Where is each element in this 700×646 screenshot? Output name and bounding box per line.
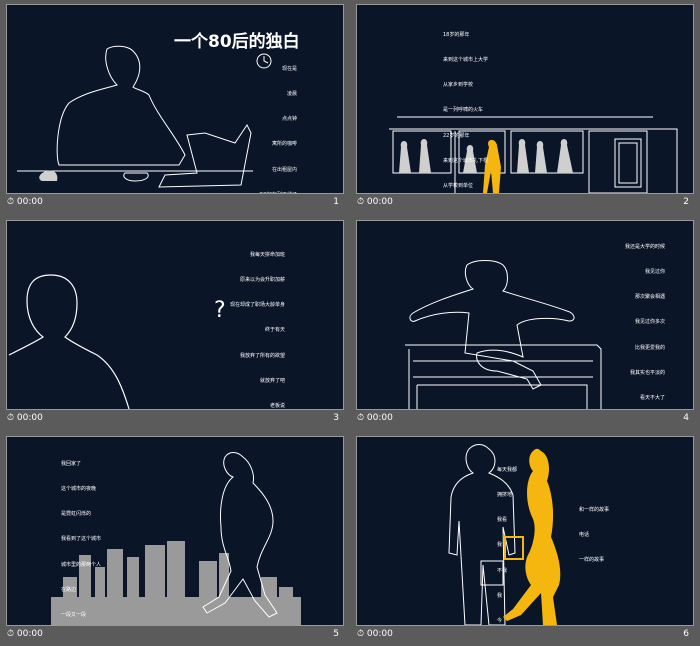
- timing-value: 00:00: [16, 197, 43, 207]
- timing-value: 00:00: [16, 629, 43, 639]
- slide-canvas: 每天我都 拥挤地 我看 我 不我 我 今 终 当 我 我 我 和一样的故事 电话…: [356, 436, 694, 626]
- slide-thumbnail-3[interactable]: ? 我每天拼命加班 原来以为会升职加薪 现在却成了职场大龄单身 终于有天 我放弃…: [6, 220, 344, 428]
- timing-value: 00:00: [366, 629, 393, 639]
- text-line: 一样的故事: [579, 557, 605, 564]
- text-line: 不我: [497, 567, 508, 574]
- couple-illustration: [448, 444, 561, 625]
- text-line: 我见过你: [644, 269, 665, 276]
- subway-illustration: [389, 116, 678, 193]
- text-line: 我: [497, 542, 503, 549]
- slide-text-block: 每天我都 拥挤地 我看 我 不我 我 今 终 当 我 我 我: [497, 449, 517, 625]
- text-line: 在路边: [61, 586, 77, 593]
- timing-label: ⏱ 00:00: [357, 629, 393, 639]
- text-line: 现在却成了职场大龄单身: [229, 302, 285, 309]
- text-line: 我每天拼命加班: [249, 251, 285, 258]
- slide-thumbnail-2[interactable]: 18岁的那年 来到这个城市上大学 从家乡到学校 是一列呼啸的火车 22岁的那年 …: [356, 4, 694, 212]
- slide-canvas: 18岁的那年 来到这个城市上大学 从家乡到学校 是一列呼啸的火车 22岁的那年 …: [356, 4, 694, 194]
- text-line: 电话: [579, 532, 590, 539]
- slide-text-block: 我每天拼命加班 原来以为会升职加薪 现在却成了职场大龄单身 终于有天 我放弃了所…: [203, 234, 285, 409]
- text-line: 看天不大了: [639, 395, 665, 402]
- timing-value: 00:00: [16, 413, 43, 423]
- text-line: 老板说: [269, 403, 285, 409]
- slide-canvas: 一个80后的独白 现在是 凌晨 点点钟 寓所的咖啡 在出租屋内 QQ好友列下线了…: [6, 4, 344, 194]
- text-line: 我看到了这个城市: [61, 536, 102, 543]
- office-illustration: [17, 45, 272, 188]
- slide-text-block: 18岁的那年 来到这个城市上大学 从家乡到学校 是一列呼啸的火车 22岁的那年 …: [443, 14, 503, 193]
- head-silhouette-illustration: ?: [8, 274, 226, 409]
- timing-label: ⏱ 00:00: [357, 197, 393, 207]
- text-line: 从家乡到学校: [443, 82, 474, 89]
- slide-number: 5: [333, 629, 339, 639]
- slide-text-block-right: 和一样的故事 电话 一样的故事 一样手: [579, 489, 609, 625]
- text-line: 那次聚会相遇: [634, 294, 665, 301]
- slide-title: 一个80后的独白: [174, 32, 300, 52]
- text-line: 我其实也平淡的: [629, 369, 665, 376]
- text-line: 一段又一段: [61, 612, 87, 619]
- text-line: 我放弃了所有的欲望: [239, 352, 285, 359]
- text-line: 凌晨: [286, 91, 297, 98]
- text-line: 我见过你多次: [634, 319, 665, 326]
- slide-footer: ⏱ 00:00 1: [7, 195, 343, 211]
- text-line: 终于有天: [264, 327, 285, 334]
- slide-text-block: 现在是 凌晨 点点钟 寓所的咖啡 在出租屋内 QQ好友列下线了 我继续个人奋斗 …: [235, 48, 297, 193]
- bench-illustration: [405, 260, 602, 409]
- slide-canvas: ? 我每天拼命加班 原来以为会升职加薪 现在却成了职场大龄单身 终于有天 我放弃…: [6, 220, 344, 410]
- slide-number: 3: [333, 413, 339, 423]
- slide-footer: ⏱ 00:00 2: [357, 195, 693, 211]
- text-line: 在出租屋内: [271, 166, 297, 173]
- slide-thumbnail-6[interactable]: 每天我都 拥挤地 我看 我 不我 我 今 终 当 我 我 我 和一样的故事 电话…: [356, 436, 694, 644]
- slide-number: 2: [683, 197, 689, 207]
- city-night-illustration: [51, 452, 301, 625]
- text-line: 这个城市的夜晚: [61, 486, 97, 493]
- timing-label: ⏱ 00:00: [7, 197, 43, 207]
- text-line: 原来以为会升职加薪: [239, 277, 285, 284]
- timing-value: 00:00: [366, 197, 393, 207]
- text-line: 来到这个城市扎下根: [443, 157, 489, 164]
- timing-label: ⏱ 00:00: [357, 413, 393, 423]
- slide-thumbnail-5[interactable]: 我回家了 这个城市的夜晚 是霓虹闪烁的 我看到了这个城市 城市里的那两个人 在路…: [6, 436, 344, 644]
- text-line: 今: [497, 618, 503, 625]
- text-line: 比我更爱我的: [634, 344, 665, 351]
- slide-number: 1: [333, 197, 339, 207]
- text-line: 点点钟: [281, 116, 297, 123]
- slide-text-block: 我还是大学的时候 我见过你 那次聚会相遇 我见过你多次 比我更爱我的 我其实也平…: [593, 226, 665, 409]
- slide-canvas: 我还是大学的时候 我见过你 那次聚会相遇 我见过你多次 比我更爱我的 我其实也平…: [356, 220, 694, 410]
- slide-footer: ⏱ 00:00 6: [357, 627, 693, 643]
- text-line: 我看: [497, 517, 508, 524]
- slide-number: 6: [683, 629, 689, 639]
- slide-footer: ⏱ 00:00 3: [7, 411, 343, 427]
- timing-label: ⏱ 00:00: [7, 629, 43, 639]
- text-line: 我: [497, 592, 503, 599]
- text-line: 就放弃了吧: [259, 377, 285, 384]
- slide-thumbnail-1[interactable]: 一个80后的独白 现在是 凌晨 点点钟 寓所的咖啡 在出租屋内 QQ好友列下线了…: [6, 4, 344, 212]
- text-line: 和一样的故事: [579, 506, 610, 513]
- slide-thumbnail-4[interactable]: 我还是大学的时候 我见过你 那次聚会相遇 我见过你多次 比我更爱我的 我其实也平…: [356, 220, 694, 428]
- text-line: 来到这个城市上大学: [443, 57, 489, 64]
- slide-canvas: 我回家了 这个城市的夜晚 是霓虹闪烁的 我看到了这个城市 城市里的那两个人 在路…: [6, 436, 344, 626]
- text-line: 我回家了: [61, 460, 82, 467]
- slide-text-block: 我回家了 这个城市的夜晚 是霓虹闪烁的 我看到了这个城市 城市里的那两个人 在路…: [61, 443, 101, 625]
- timing-value: 00:00: [366, 413, 393, 423]
- text-line: 22岁的那年: [443, 132, 470, 139]
- slide-number: 4: [683, 413, 689, 423]
- text-line: 每天我都: [497, 466, 518, 473]
- text-line: 18岁的那年: [443, 31, 470, 38]
- text-line: 我还是大学的时候: [624, 243, 665, 250]
- slide-footer: ⏱ 00:00 5: [7, 627, 343, 643]
- text-line: 城市里的那两个人: [61, 561, 102, 568]
- text-line: 拥挤地: [497, 492, 513, 499]
- text-line: 从学校到单位: [443, 183, 474, 190]
- text-line: 是霓虹闪烁的: [61, 511, 92, 518]
- question-mark: ?: [214, 298, 226, 323]
- text-line: 是一列呼啸的火车: [443, 107, 484, 114]
- text-line: 寓所的咖啡: [271, 141, 297, 148]
- slide-footer: ⏱ 00:00 4: [357, 411, 693, 427]
- timing-label: ⏱ 00:00: [7, 413, 43, 423]
- text-line: 现在是: [281, 65, 297, 72]
- text-line: QQ好友列下线了: [235, 191, 297, 193]
